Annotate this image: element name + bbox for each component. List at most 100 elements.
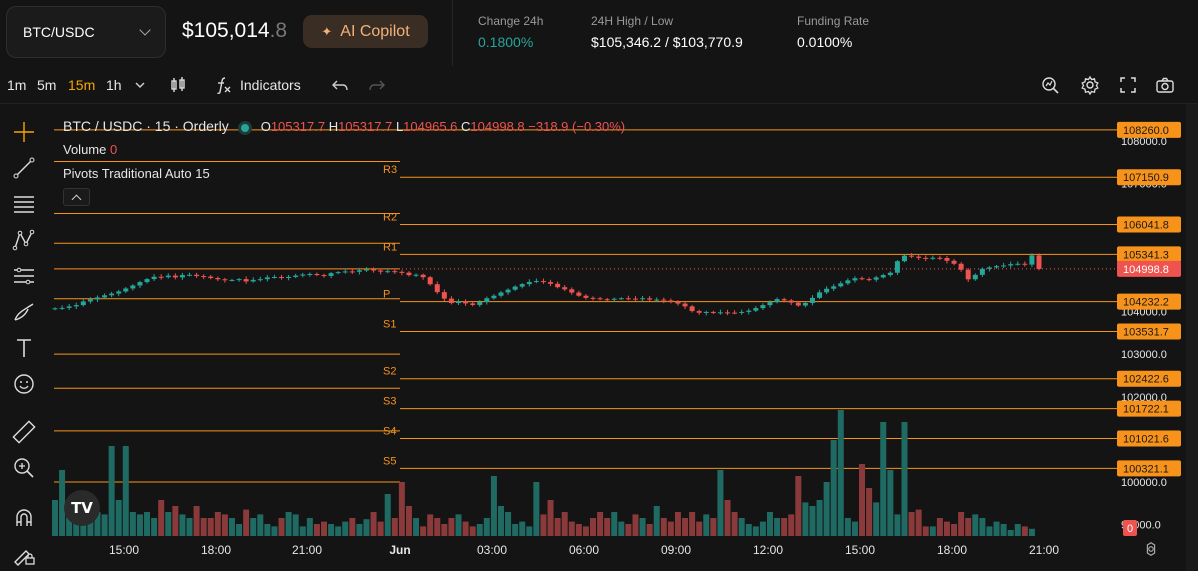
magnet-icon[interactable] xyxy=(12,506,36,530)
brush-icon[interactable] xyxy=(12,300,36,324)
undo-icon[interactable] xyxy=(330,75,350,95)
volume-bar xyxy=(922,526,929,536)
pattern-icon[interactable] xyxy=(12,228,36,252)
volume-bar xyxy=(1021,526,1028,536)
volume-bar xyxy=(469,526,476,536)
timeframe-5m[interactable]: 5m xyxy=(37,77,57,93)
candle-body xyxy=(109,293,115,296)
candle-body xyxy=(562,287,568,290)
pivot-label: S5 xyxy=(383,455,396,467)
candle-body xyxy=(909,255,915,257)
candle-type-icon[interactable] xyxy=(168,75,188,95)
chevron-down-icon[interactable] xyxy=(130,75,150,95)
search-analysis-icon[interactable] xyxy=(1040,75,1060,95)
ruler-icon[interactable] xyxy=(12,420,36,444)
chart-canvas[interactable]: R3R2R1PS1S2S3S4S5108000.0107000.0106000.… xyxy=(46,104,1186,571)
candle-body xyxy=(625,298,631,300)
crosshair-icon[interactable] xyxy=(12,120,36,144)
price-chart[interactable]: R3R2R1PS1S2S3S4S5108000.0107000.0106000.… xyxy=(46,104,1186,571)
candle-body xyxy=(555,283,561,288)
pair-selector[interactable]: BTC/USDC xyxy=(6,6,166,58)
candle-body xyxy=(116,291,122,294)
candle-body xyxy=(682,303,688,307)
volume-bar xyxy=(94,512,101,536)
volume-bar xyxy=(1028,528,1035,536)
volume-bar xyxy=(278,518,285,536)
camera-icon[interactable] xyxy=(1155,75,1175,95)
candle-body xyxy=(526,281,532,285)
candle-body xyxy=(632,298,638,300)
candle-body xyxy=(923,257,929,259)
text-icon[interactable] xyxy=(12,336,36,360)
volume-bar xyxy=(653,506,660,536)
pivot-label: R3 xyxy=(383,164,397,176)
fib-icon[interactable] xyxy=(12,192,36,216)
axis-settings-icon[interactable] xyxy=(1142,540,1160,558)
volume-bar xyxy=(285,512,292,536)
pivot-price-badge xyxy=(1117,246,1181,263)
candle-body xyxy=(548,282,554,284)
candle-body xyxy=(583,295,589,298)
candle-body xyxy=(944,258,950,261)
volume-bar xyxy=(660,518,667,536)
candle-body xyxy=(951,260,957,264)
stat-value: 0.1800% xyxy=(478,34,534,50)
volume-bar xyxy=(448,518,455,536)
candle-body xyxy=(604,299,610,301)
indicators-button[interactable]: Indicators xyxy=(240,77,301,93)
fullscreen-icon[interactable] xyxy=(1118,75,1138,95)
timeframe-15m[interactable]: 15m xyxy=(68,77,96,93)
volume-bar xyxy=(328,524,335,536)
volume-bar xyxy=(413,518,420,536)
candle-body xyxy=(328,273,334,276)
volume-bar xyxy=(604,518,611,536)
timeframe-1m[interactable]: 1m xyxy=(7,77,27,93)
volume-bar xyxy=(674,512,681,536)
function-icon[interactable] xyxy=(213,75,233,95)
chart-scrollbar[interactable] xyxy=(1186,104,1198,571)
candle-body xyxy=(1029,255,1035,265)
volume-bar xyxy=(887,470,894,536)
volume-bar xyxy=(427,514,434,536)
candle-body xyxy=(342,271,348,273)
candle-body xyxy=(229,279,235,281)
ai-copilot-button[interactable]: ✦ AI Copilot xyxy=(303,15,428,48)
candle-body xyxy=(838,283,844,287)
emoji-icon[interactable] xyxy=(12,372,36,396)
candle-body xyxy=(519,284,525,287)
candle-body xyxy=(774,299,780,303)
volume-bar xyxy=(795,476,802,536)
candle-body xyxy=(533,281,539,283)
volume-bar xyxy=(873,502,880,536)
gear-icon[interactable] xyxy=(1080,75,1100,95)
stat-change-24h: Change 24h 0.1800% xyxy=(478,14,543,50)
measure-icon[interactable] xyxy=(12,264,36,288)
volume-bar xyxy=(313,524,320,536)
chart-toolbar: 1m 5m 15m 1h Indicators xyxy=(0,66,1198,104)
volume-bar xyxy=(122,446,129,536)
volume-bar xyxy=(136,514,143,536)
candle-body xyxy=(725,312,731,314)
candle-body xyxy=(640,298,646,300)
candle-body xyxy=(498,292,504,296)
zoom-icon[interactable] xyxy=(12,456,36,480)
candle-body xyxy=(611,298,617,300)
volume-bar xyxy=(547,500,554,536)
timeframe-1h[interactable]: 1h xyxy=(106,77,122,93)
y-tick-label: 100000.0 xyxy=(1121,477,1167,489)
trendline-icon[interactable] xyxy=(12,156,36,180)
volume-bar xyxy=(264,524,271,536)
volume-bar xyxy=(731,512,738,536)
candle-body xyxy=(937,257,943,259)
drawing-toolbar xyxy=(0,104,46,571)
ai-copilot-label: AI Copilot xyxy=(340,22,410,40)
lock-draw-icon[interactable] xyxy=(12,542,36,566)
volume-bar xyxy=(526,526,533,536)
volume-legend: Volume 0 xyxy=(63,142,118,157)
stat-funding-rate: Funding Rate 0.0100% xyxy=(797,14,869,50)
candle-body xyxy=(845,280,851,284)
candle-body xyxy=(661,299,667,301)
redo-icon[interactable] xyxy=(367,75,387,95)
legend-collapse-button[interactable] xyxy=(63,188,90,206)
volume-bar xyxy=(781,518,788,536)
